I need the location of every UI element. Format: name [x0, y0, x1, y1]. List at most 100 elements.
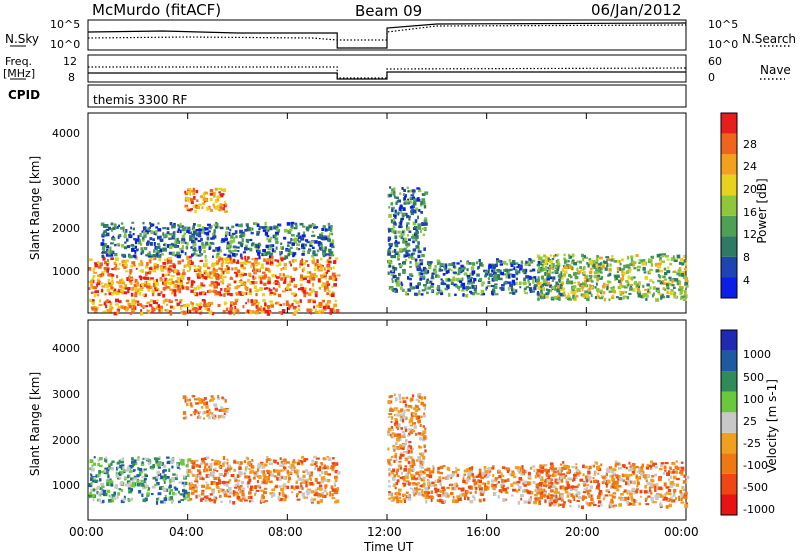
echo-cell [308, 476, 311, 480]
echo-cell [332, 309, 336, 312]
echo-cell [395, 397, 398, 402]
echo-cell [124, 246, 128, 250]
echo-cell [179, 284, 182, 288]
echo-cell [132, 233, 135, 236]
echo-cell [567, 470, 571, 473]
echo-cell [192, 205, 196, 209]
echo-cell [510, 483, 514, 487]
echo-cell [396, 446, 401, 451]
echo-cell [241, 238, 244, 243]
echo-cell [331, 468, 335, 472]
echo-cell [153, 279, 155, 283]
echo-cell [509, 261, 513, 265]
echo-cell [597, 264, 601, 267]
echo-cell [647, 495, 651, 498]
echo-cell [430, 484, 434, 487]
echo-cell [534, 284, 538, 287]
echo-cell [184, 190, 187, 194]
echo-cell [155, 231, 158, 236]
echo-cell [168, 468, 171, 472]
echo-cell [302, 250, 305, 253]
power-cb-tick-20: 20 [743, 183, 757, 196]
echo-cell [255, 264, 258, 267]
echo-cell [170, 457, 175, 460]
echo-cell [405, 428, 408, 432]
echo-cell [244, 469, 248, 472]
echo-cell [163, 247, 167, 252]
echo-cell [538, 483, 543, 487]
echo-cell [423, 396, 427, 400]
echo-cell [428, 470, 432, 474]
echo-cell [404, 426, 408, 430]
echo-cell [109, 246, 112, 251]
echo-cell [329, 232, 332, 235]
echo-cell [234, 286, 239, 290]
echo-cell [401, 476, 406, 480]
echo-cell [191, 307, 196, 311]
echo-cell [220, 263, 224, 267]
echo-cell [310, 499, 314, 503]
echo-cell [169, 496, 174, 500]
echo-cell [187, 473, 190, 478]
echo-cell [241, 231, 245, 234]
echo-cell [98, 498, 102, 502]
echo-cell [184, 398, 187, 403]
echo-cell [662, 253, 666, 256]
echo-cell [162, 227, 167, 230]
echo-cell [249, 282, 252, 285]
echo-cell [106, 288, 111, 292]
echo-cell [107, 226, 111, 230]
echo-cell [209, 493, 213, 496]
echo-cell [240, 272, 245, 275]
echo-cell [237, 250, 240, 253]
echo-cell [318, 241, 321, 244]
echo-cell [108, 252, 111, 255]
echo-cell [201, 460, 204, 464]
echo-cell [497, 269, 500, 272]
echo-cell [390, 255, 395, 259]
echo-cell [103, 249, 106, 252]
echo-cell [217, 291, 222, 295]
echo-cell [398, 492, 402, 496]
echo-cell [494, 264, 498, 267]
echo-cell [314, 488, 318, 492]
echo-cell [238, 224, 242, 228]
echo-cell [588, 258, 592, 262]
echo-cell [291, 234, 295, 237]
echo-cell [418, 446, 423, 449]
echo-cell [230, 234, 233, 239]
echo-cell [112, 226, 116, 230]
echo-cell [310, 497, 313, 500]
echo-cell [439, 498, 442, 503]
echo-cell [122, 264, 125, 267]
echo-cell [406, 253, 411, 257]
echo-cell [142, 305, 144, 308]
echo-cell [390, 191, 393, 195]
echo-cell [131, 308, 136, 312]
echo-cell [642, 262, 646, 266]
echo-cell [493, 269, 496, 273]
echo-cell [93, 310, 97, 313]
echo-cell [267, 309, 270, 313]
echo-cell [254, 281, 258, 284]
echo-cell [528, 275, 532, 280]
echo-cell [219, 226, 224, 230]
echo-cell [170, 278, 173, 282]
echo-cell [145, 280, 148, 285]
echo-cell [209, 197, 213, 202]
echo-cell [511, 274, 515, 278]
echo-cell [153, 231, 156, 235]
echo-cell [497, 495, 500, 499]
echo-cell [660, 294, 664, 299]
echo-cell [140, 247, 144, 251]
echo-cell [150, 493, 154, 496]
echo-cell [309, 273, 314, 278]
echo-cell [190, 200, 194, 205]
echo-cell [445, 264, 448, 269]
echo-cell [387, 415, 392, 418]
echo-cell [422, 438, 426, 442]
echo-cell [567, 499, 571, 503]
echo-cell [110, 483, 114, 487]
echo-cell [400, 427, 403, 430]
echo-cell [298, 491, 302, 494]
